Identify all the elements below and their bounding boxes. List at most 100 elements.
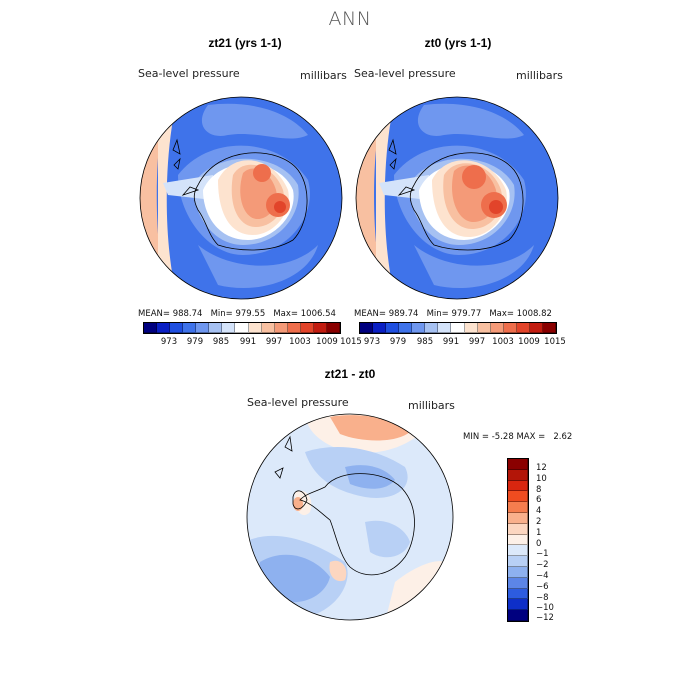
panel3-title: zt21 - zt0: [324, 367, 376, 381]
map-coastline: [172, 138, 181, 170]
colorbar-swatch: [508, 491, 528, 503]
colorbar-swatch: [508, 502, 528, 513]
panel3-min-label: MIN =: [463, 432, 490, 442]
colorbar-swatch: [464, 323, 478, 333]
map-region: [417, 103, 524, 139]
panel3-map: [246, 413, 454, 621]
panel2-units-label: millibars: [516, 69, 563, 82]
map-region: [376, 97, 396, 299]
panel1-map: [139, 96, 343, 300]
panel1-units-label: millibars: [300, 69, 347, 82]
colorbar-swatch: [508, 512, 528, 524]
colorbar-swatch: [508, 469, 528, 481]
colorbar-swatch: [425, 323, 439, 333]
colorbar-tick: 985: [212, 337, 230, 347]
panel1-mean-label: MEAN=: [138, 309, 170, 319]
colorbar-level: −8: [536, 593, 549, 603]
colorbar-tick: 1009: [518, 337, 540, 347]
map-region: [462, 165, 486, 189]
colorbar-swatch: [248, 323, 262, 333]
map-region: [345, 465, 395, 489]
map-region: [365, 520, 410, 558]
colorbar-swatch: [222, 323, 236, 333]
map-border: [355, 96, 559, 300]
colorbar-swatch: [261, 323, 275, 333]
panel2-min-value: 979.77: [451, 309, 482, 319]
colorbar-swatch: [170, 323, 184, 333]
map-border: [246, 413, 454, 621]
panel1-mean-value: 988.74: [172, 309, 203, 319]
colorbar-swatch: [508, 459, 528, 470]
colorbar-swatch: [508, 480, 528, 492]
map-region: [201, 103, 308, 139]
map-region: [489, 200, 503, 214]
colorbar-swatch: [360, 323, 374, 333]
colorbar-tick: 985: [416, 337, 434, 347]
panel2-title: zt0 (yrs 1-1): [424, 36, 492, 50]
panel1-colorbar: [143, 322, 341, 334]
colorbar-tick: 991: [239, 337, 257, 347]
colorbar-swatch: [508, 556, 528, 567]
map-border: [139, 96, 343, 300]
map-coastline: [181, 152, 308, 251]
panel1-max-value: 1006.54: [300, 309, 336, 319]
colorbar-swatch: [313, 323, 327, 333]
colorbar-tick: 1003: [289, 337, 311, 347]
colorbar-level: 6: [536, 495, 542, 505]
colorbar-tick: 1015: [544, 337, 566, 347]
colorbar-swatch: [287, 323, 301, 333]
panel2-colorbar: [359, 322, 557, 334]
colorbar-level: 8: [536, 485, 542, 495]
panel1-min-label: Min=: [210, 309, 233, 319]
map-coastline: [388, 138, 397, 170]
colorbar-level: −4: [536, 571, 549, 581]
colorbar-swatch: [508, 523, 528, 535]
map-region: [329, 560, 347, 582]
colorbar-tick: 1015: [340, 337, 362, 347]
colorbar-tick: 1009: [316, 337, 338, 347]
panel2-variable-label: Sea-level pressure: [354, 67, 456, 80]
map-coastline: [274, 435, 293, 479]
panel1-colorbar-ticks: 973 979 985 991 997 1003 1009 1015: [143, 337, 362, 349]
colorbar-tick: 1003: [492, 337, 514, 347]
colorbar-swatch: [508, 610, 528, 621]
panel2-max-value: 1008.82: [516, 309, 552, 319]
colorbar-tick: 979: [389, 337, 407, 347]
colorbar-swatch: [300, 323, 314, 333]
colorbar-swatch: [183, 323, 197, 333]
colorbar-swatch: [451, 323, 465, 333]
colorbar-swatch: [508, 588, 528, 600]
colorbar-swatch: [157, 323, 171, 333]
colorbar-swatch: [516, 323, 530, 333]
panel1-stats: MEAN= 988.74 Min= 979.55 Max= 1006.54: [138, 309, 336, 319]
colorbar-swatch: [508, 599, 528, 611]
panel2-stats: MEAN= 989.74 Min= 979.77 Max= 1008.82: [354, 309, 552, 319]
panel3-units-label: millibars: [408, 399, 455, 412]
colorbar-swatch: [438, 323, 452, 333]
map-region: [198, 245, 318, 289]
panel2-mean-label: MEAN=: [354, 309, 386, 319]
panel3-min-value: -5.28: [491, 432, 514, 442]
colorbar-swatch: [529, 323, 543, 333]
colorbar-swatch: [490, 323, 504, 333]
colorbar-swatch: [508, 566, 528, 578]
colorbar-swatch: [209, 323, 223, 333]
colorbar-tick: 997: [265, 337, 283, 347]
colorbar-swatch: [144, 323, 158, 333]
map-region: [414, 245, 534, 289]
panel2-min-label: Min=: [426, 309, 449, 319]
colorbar-level: 4: [536, 506, 542, 516]
colorbar-swatch: [196, 323, 210, 333]
colorbar-tick: 973: [363, 337, 381, 347]
colorbar-level: −1: [536, 549, 549, 559]
map-region: [158, 97, 178, 299]
colorbar-swatch: [477, 323, 491, 333]
colorbar-level: −12: [536, 613, 554, 623]
panel3-colorbar-labels: 12 10 8 6 4 2 1 0 −1 −2 −4 −6 −8 −10 −12: [536, 458, 576, 628]
colorbar-swatch: [386, 323, 400, 333]
colorbar-swatch: [399, 323, 413, 333]
panel2-map: [355, 96, 559, 300]
colorbar-tick: 979: [186, 337, 204, 347]
colorbar-swatch: [326, 323, 340, 333]
colorbar-level: 10: [536, 474, 547, 484]
